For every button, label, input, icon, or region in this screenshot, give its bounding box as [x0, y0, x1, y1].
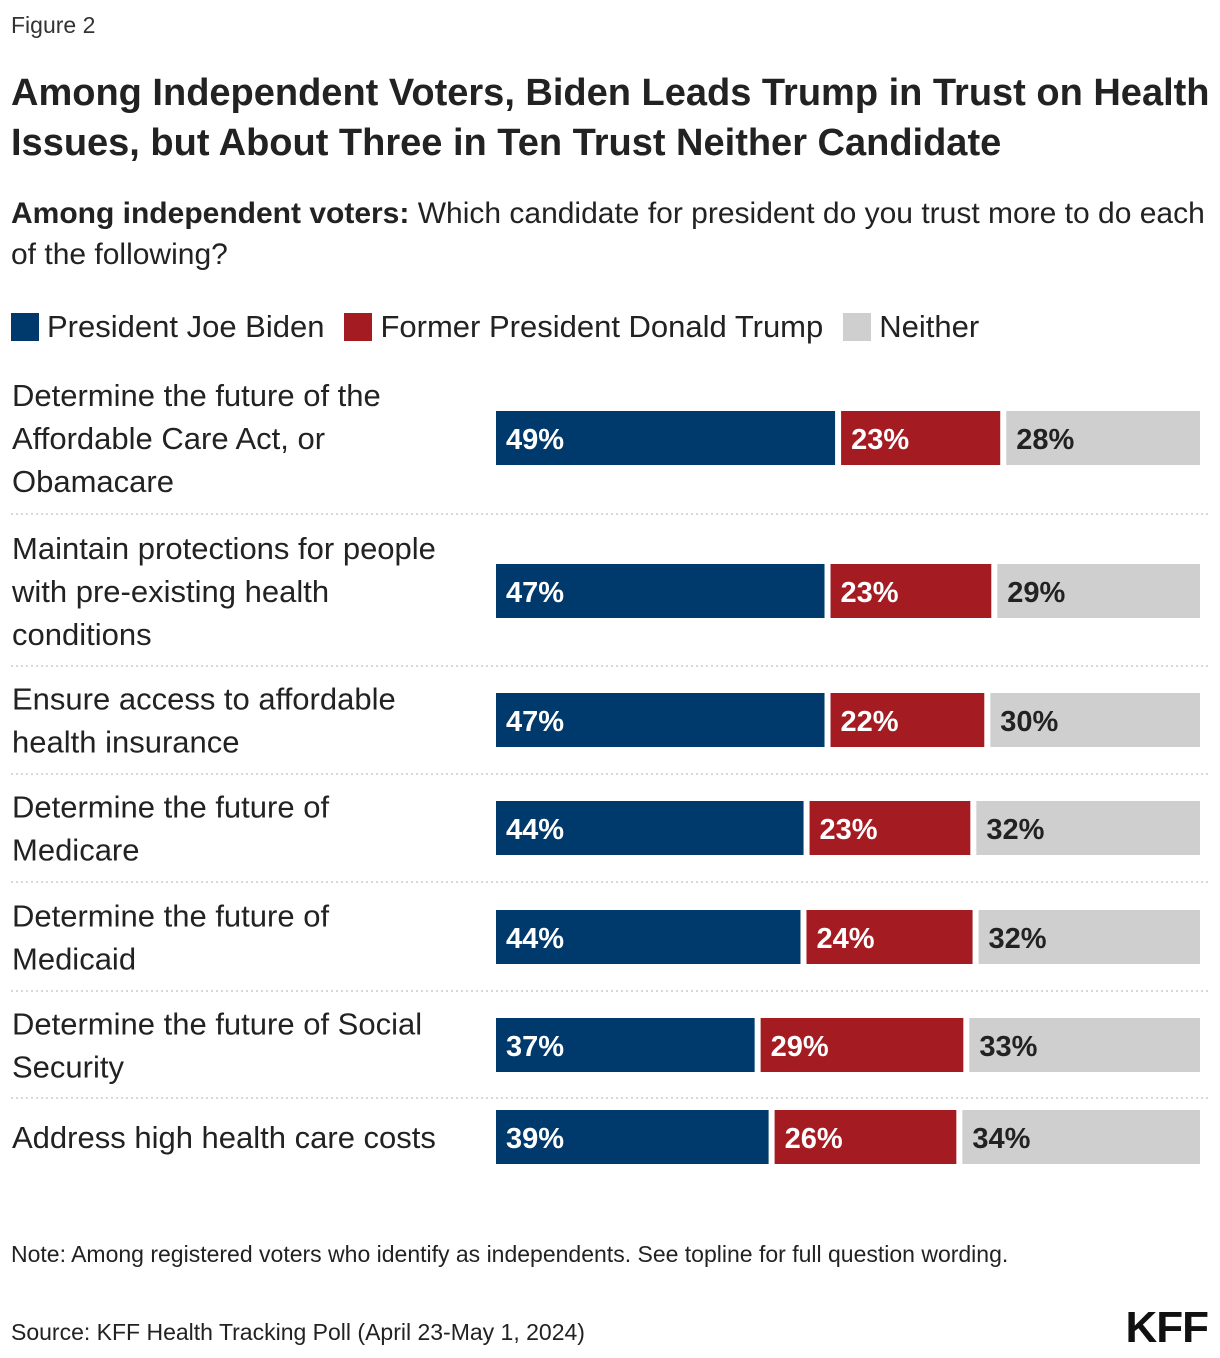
- data-label-biden: 49%: [506, 424, 564, 456]
- data-label-trump: 23%: [820, 814, 878, 846]
- legend-swatch-trump: [344, 313, 373, 341]
- data-label-neither: 34%: [972, 1123, 1030, 1155]
- legend-label-neither: Neither: [879, 309, 980, 344]
- bar-trump: [806, 910, 973, 964]
- bar-neither: [997, 564, 1200, 618]
- bar-trump: [830, 693, 985, 747]
- category-label-line: Security: [12, 1050, 124, 1085]
- legend: President Joe Biden Former President Don…: [11, 305, 999, 349]
- category-label-line: Obamacare: [12, 464, 174, 499]
- data-label-neither: 29%: [1007, 577, 1065, 609]
- data-label-neither: 30%: [1000, 706, 1058, 738]
- bar-neither: [962, 1110, 1200, 1164]
- data-label-trump: 24%: [816, 923, 874, 955]
- category-label: Address high health care costs: [12, 1120, 436, 1155]
- chart-subtitle: Among independent voters: Which candidat…: [11, 193, 1216, 275]
- bar-trump: [774, 1110, 957, 1164]
- bar-biden: [496, 1110, 769, 1164]
- category-label: Ensure access to affordable health insura…: [12, 682, 396, 760]
- bar-neither: [990, 693, 1200, 747]
- category-label: Maintain protections for people with pre-…: [11, 531, 436, 652]
- chart-source: Source: KFF Health Tracking Poll (April …: [11, 1319, 585, 1345]
- legend-swatch-biden: [11, 313, 39, 341]
- legend-label-biden: President Joe Biden: [47, 309, 325, 344]
- legend-item-biden: President Joe Biden: [11, 309, 324, 345]
- category-label-line: Determine the future of: [12, 899, 329, 934]
- category-label-line: with pre-existing health: [11, 574, 329, 609]
- bar-biden: [496, 910, 801, 964]
- category-label-line: Address high health care costs: [12, 1120, 436, 1155]
- data-label-trump: 23%: [851, 424, 909, 456]
- category-label-line: Maintain protections for people: [12, 531, 436, 566]
- data-label-neither: 33%: [979, 1031, 1037, 1063]
- bar-trump: [760, 1018, 964, 1072]
- bar-trump: [830, 564, 992, 618]
- category-label-line: health insurance: [12, 725, 240, 760]
- legend-label-trump: Former President Donald Trump: [380, 309, 824, 344]
- data-label-biden: 44%: [506, 923, 564, 955]
- bar-neither: [969, 1018, 1200, 1072]
- bar-biden: [496, 564, 825, 618]
- category-label: Determine the future of Medicaid: [12, 899, 329, 977]
- data-label-neither: 32%: [986, 814, 1044, 846]
- bar-biden: [496, 1018, 755, 1072]
- subtitle-question: Which candidate for president do you tru…: [11, 197, 1205, 271]
- legend-swatch-neither: [843, 313, 872, 341]
- data-label-biden: 37%: [506, 1031, 564, 1063]
- bar-neither: [976, 801, 1200, 855]
- category-label-line: Ensure access to affordable: [12, 682, 396, 717]
- category-label-line: Determine the future of Social: [12, 1007, 422, 1042]
- category-label-line: conditions: [12, 617, 152, 652]
- bar-biden: [496, 801, 804, 855]
- category-label-line: Medicaid: [12, 942, 136, 977]
- kff-logo: KFF: [1125, 1303, 1209, 1352]
- chart-title: Among Independent Voters, Biden Leads Tr…: [11, 72, 1210, 164]
- chart-note: Note: Among registered voters who identi…: [11, 1241, 1009, 1267]
- legend-item-trump: Former President Donald Trump: [344, 309, 823, 345]
- subtitle-bold: Among independent voters:: [11, 197, 410, 230]
- data-label-biden: 47%: [506, 577, 564, 609]
- category-label-line: Medicare: [12, 833, 140, 868]
- data-label-biden: 47%: [506, 706, 564, 738]
- data-label-trump: 23%: [841, 577, 899, 609]
- figure-label: Figure 2: [11, 12, 96, 38]
- bar-trump: [809, 801, 971, 855]
- data-label-neither: 32%: [989, 923, 1047, 955]
- category-label-line: Affordable Care Act, or: [12, 421, 325, 456]
- bar-trump: [841, 411, 1001, 465]
- category-label-line: Determine the future of: [12, 790, 329, 825]
- category-label: Determine the future of Medicare: [12, 790, 329, 868]
- category-label: Determine the future of the Affordable Ca…: [12, 378, 381, 499]
- bar-biden: [496, 693, 825, 747]
- data-label-trump: 26%: [785, 1123, 843, 1155]
- data-label-trump: 29%: [771, 1031, 829, 1063]
- data-label-trump: 22%: [841, 706, 899, 738]
- category-label-line: Determine the future of the: [12, 378, 381, 413]
- data-label-biden: 44%: [506, 814, 564, 846]
- data-label-neither: 28%: [1016, 424, 1074, 456]
- legend-item-neither: Neither: [843, 309, 979, 345]
- bar-neither: [1006, 411, 1200, 465]
- bar-neither: [978, 910, 1200, 964]
- category-label: Determine the future of Social Security: [12, 1007, 422, 1085]
- bar-biden: [496, 411, 836, 465]
- data-label-biden: 39%: [506, 1123, 564, 1155]
